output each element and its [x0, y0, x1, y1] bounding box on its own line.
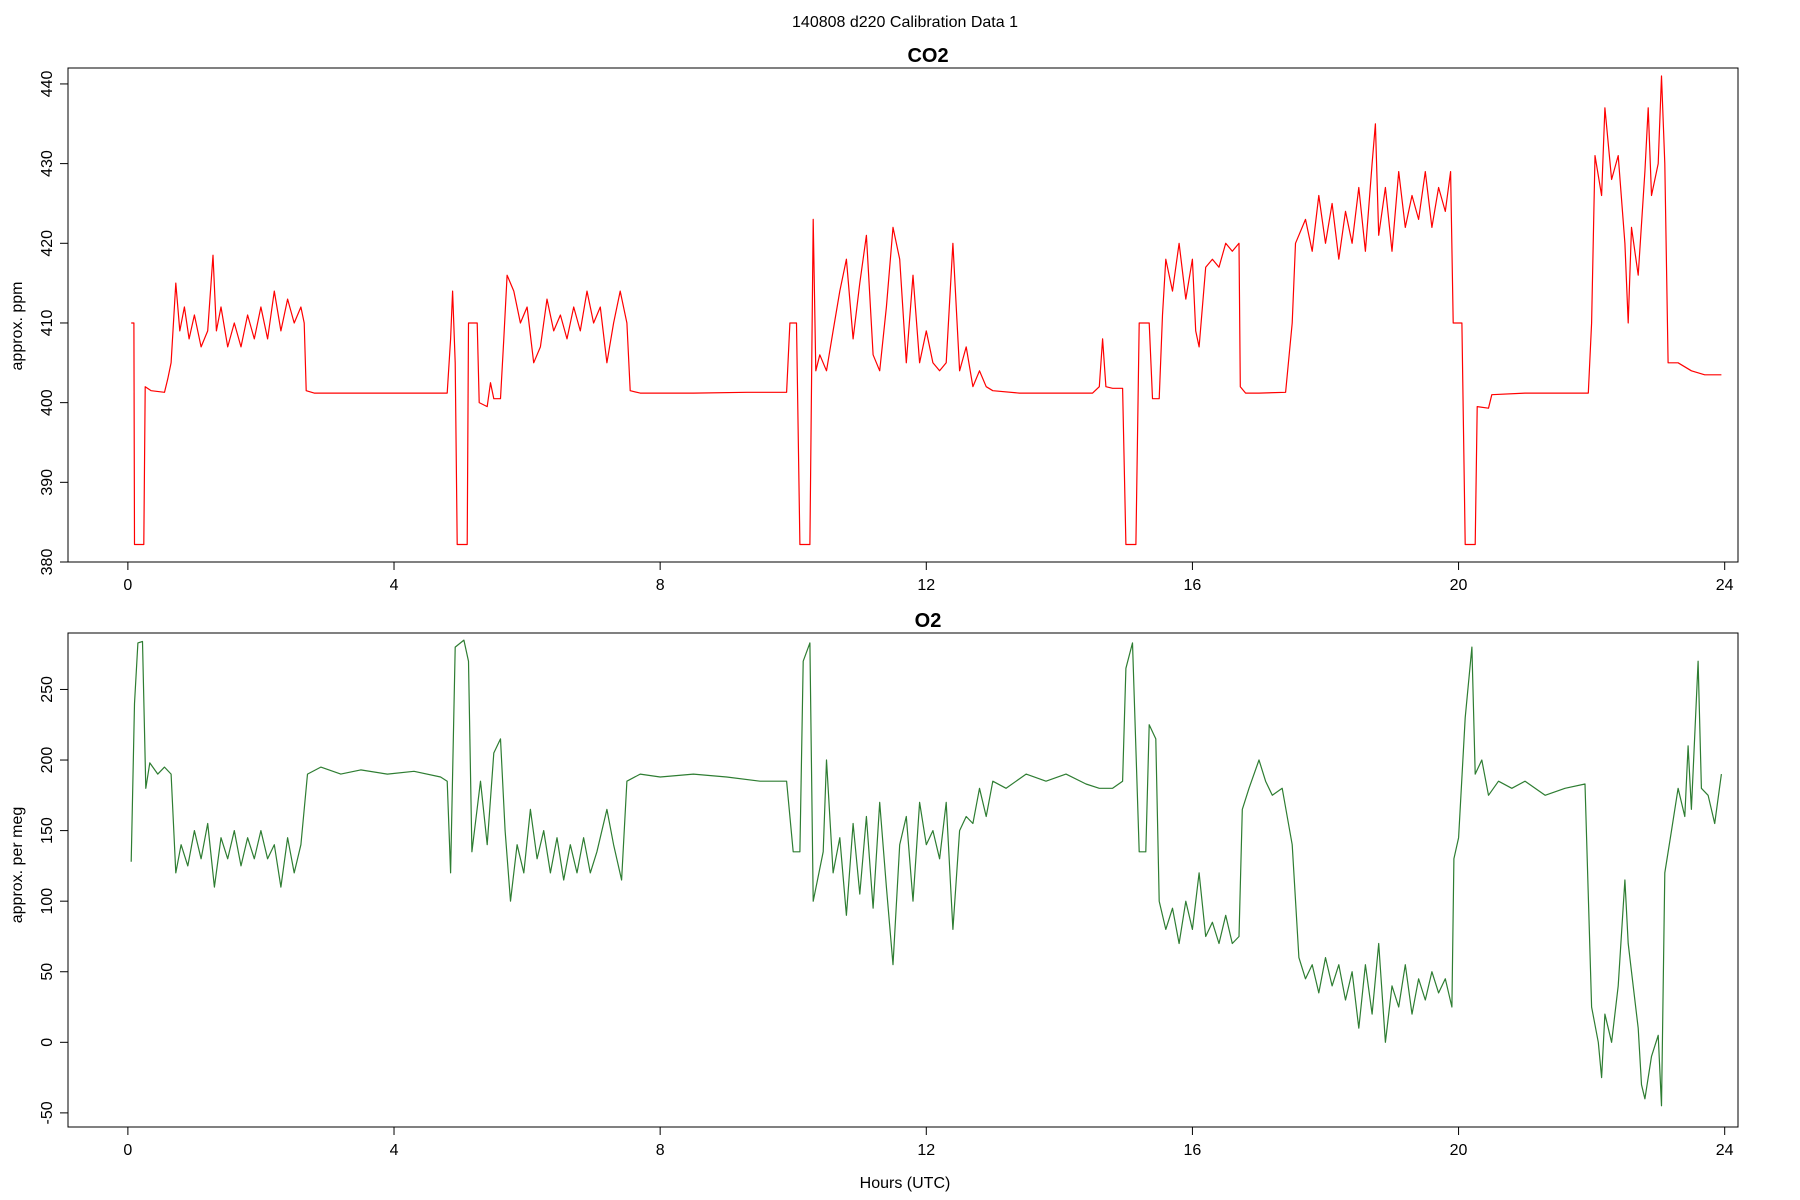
o2-y-tick-label: 150: [39, 817, 56, 844]
o2-x-tick-label: 4: [390, 1142, 399, 1159]
o2-x-tick-label: 20: [1450, 1142, 1468, 1159]
o2-x-tick-label: 0: [123, 1142, 132, 1159]
o2-x-tick-label: 16: [1184, 1142, 1202, 1159]
figure-title: 140808 d220 Calibration Data 1: [792, 14, 1018, 31]
o2-y-tick-label: 0: [39, 1038, 56, 1047]
o2-y-tick-label: 100: [39, 888, 56, 915]
o2-plot-frame: [67, 632, 1739, 1128]
o2-y-tick-label: 50: [39, 963, 56, 981]
co2-series-line: [131, 75, 1722, 546]
o2-y-tick-label: -50: [39, 1101, 56, 1124]
co2-x-tick-label: 0: [123, 577, 132, 594]
co2-x-tick-label: 16: [1184, 577, 1202, 594]
co2-y-tick-label: 420: [39, 230, 56, 257]
co2-x-tick-label: 24: [1716, 577, 1734, 594]
o2-y-tick-label: 250: [39, 676, 56, 703]
o2-panel: O2 approx. per meg Hours (UTC) 0 4 8 12 16 20…: [9, 610, 1739, 1192]
co2-y-tick-label: 410: [39, 310, 56, 337]
co2-x-tick-label: 12: [917, 577, 935, 594]
o2-y-tick-label: 200: [39, 747, 56, 774]
o2-ylabel: approx. per meg: [9, 807, 26, 924]
co2-panel: CO2 approx. ppm 0 4 8 12 16 20 24 380 390 400 410 4…: [9, 45, 1739, 594]
co2-y-tick-label: 430: [39, 150, 56, 177]
o2-x-tick-label: 8: [656, 1142, 665, 1159]
co2-title: CO2: [907, 45, 948, 67]
co2-ylabel: approx. ppm: [9, 282, 26, 371]
co2-y-tick-label: 400: [39, 389, 56, 416]
co2-x-tick-label: 20: [1450, 577, 1468, 594]
o2-x-tick-label: 12: [917, 1142, 935, 1159]
co2-x-tick-label: 8: [656, 577, 665, 594]
co2-y-tick-label: 380: [39, 549, 56, 576]
o2-xlabel: Hours (UTC): [860, 1175, 951, 1192]
co2-x-tick-label: 4: [390, 577, 399, 594]
o2-x-tick-label: 24: [1716, 1142, 1734, 1159]
co2-y-tick-label: 390: [39, 469, 56, 496]
co2-plot-frame: [67, 67, 1739, 563]
o2-series-line: [130, 639, 1722, 1107]
o2-title: O2: [915, 610, 942, 632]
co2-y-tick-label: 440: [39, 70, 56, 97]
